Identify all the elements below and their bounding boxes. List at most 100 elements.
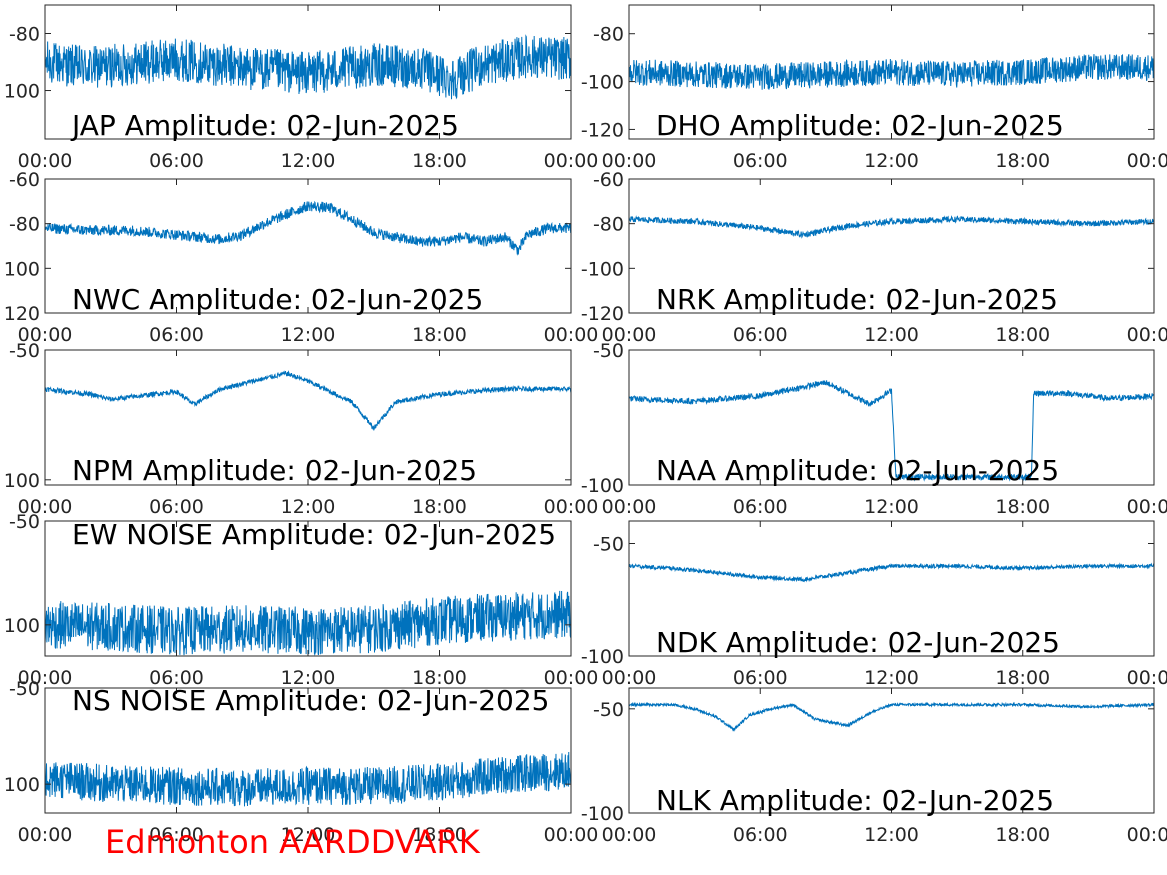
panel-title: NRK Amplitude: 02-Jun-2025 bbox=[656, 283, 1058, 316]
y-tick-label: -60 bbox=[593, 169, 624, 191]
x-tick-label: 00:00 bbox=[602, 150, 657, 172]
series-line bbox=[629, 380, 1154, 482]
x-tick-label: 12:00 bbox=[864, 824, 919, 846]
x-tick-label: 06:00 bbox=[149, 824, 204, 846]
y-tick-label: 120 bbox=[4, 303, 40, 325]
x-tick-label: 06:00 bbox=[733, 496, 788, 518]
x-tick-label: 06:00 bbox=[149, 496, 204, 518]
panel-title: NWC Amplitude: 02-Jun-2025 bbox=[72, 283, 483, 316]
series-line bbox=[45, 590, 571, 656]
series-line bbox=[629, 562, 1154, 583]
series-line bbox=[629, 215, 1154, 239]
y-tick-label: -100 bbox=[581, 803, 624, 825]
y-tick-label: -50 bbox=[9, 340, 40, 362]
y-tick-label: -100 bbox=[581, 646, 624, 668]
panel-title: EW NOISE Amplitude: 02-Jun-2025 bbox=[72, 518, 556, 551]
x-tick-label: 00:00 bbox=[1127, 324, 1167, 346]
y-tick-label: -100 bbox=[581, 72, 624, 94]
x-tick-label: 18:00 bbox=[412, 150, 467, 172]
x-tick-label: 06:00 bbox=[149, 667, 204, 689]
x-tick-label: 00:00 bbox=[1127, 667, 1167, 689]
y-tick-label: 100 bbox=[4, 615, 40, 637]
x-tick-label: 12:00 bbox=[864, 667, 919, 689]
y-tick-label: -50 bbox=[9, 511, 40, 533]
panel-title: NPM Amplitude: 02-Jun-2025 bbox=[72, 454, 477, 487]
x-tick-label: 06:00 bbox=[149, 150, 204, 172]
y-tick-label: 100 bbox=[4, 258, 40, 280]
panel-title: DHO Amplitude: 02-Jun-2025 bbox=[656, 109, 1064, 142]
series-line bbox=[45, 200, 571, 256]
x-tick-label: 18:00 bbox=[995, 324, 1050, 346]
x-tick-label: 18:00 bbox=[412, 324, 467, 346]
x-tick-label: 00:00 bbox=[1127, 496, 1167, 518]
x-tick-label: 00:00 bbox=[602, 667, 657, 689]
x-tick-label: 00:00 bbox=[18, 324, 73, 346]
y-tick-label: -50 bbox=[593, 340, 624, 362]
panel-9: -50 100 00:00 06:00 12:00 18:00 00:00 NS NOISE … bbox=[4, 678, 599, 846]
y-tick-label: -100 bbox=[581, 475, 624, 497]
x-tick-label: 00:00 bbox=[18, 667, 73, 689]
y-tick-label: -120 bbox=[581, 119, 624, 141]
panel-1: -80 100 00:00 06:00 12:00 18:00 00:00 JAP Ampli… bbox=[4, 4, 599, 172]
x-tick-label: 06:00 bbox=[733, 324, 788, 346]
panel-title: NAA Amplitude: 02-Jun-2025 bbox=[656, 454, 1059, 487]
station-label: Edmonton AARDDVARK bbox=[105, 823, 481, 861]
y-tick-label: -80 bbox=[593, 24, 624, 46]
x-tick-label: 06:00 bbox=[149, 324, 204, 346]
x-tick-label: 00:00 bbox=[602, 324, 657, 346]
x-tick-label: 00:00 bbox=[602, 496, 657, 518]
x-tick-label: 00:00 bbox=[544, 824, 599, 846]
series-line bbox=[629, 54, 1154, 90]
x-tick-label: 12:00 bbox=[281, 496, 336, 518]
panel-2: -80 -100 -120 00:00 06:00 12:00 18:00 00:00 DHO … bbox=[581, 4, 1167, 172]
panel-title: NS NOISE Amplitude: 02-Jun-2025 bbox=[72, 684, 549, 717]
x-tick-label: 00:00 bbox=[18, 824, 73, 846]
y-tick-label: -80 bbox=[9, 24, 40, 46]
x-tick-label: 12:00 bbox=[864, 150, 919, 172]
series-line bbox=[45, 752, 571, 807]
x-tick-label: 00:00 bbox=[1127, 150, 1167, 172]
x-tick-label: 12:00 bbox=[281, 667, 336, 689]
x-tick-label: 12:00 bbox=[864, 496, 919, 518]
panel-7: -50 100 00:00 06:00 12:00 18:00 00:00 EW NOISE … bbox=[4, 511, 599, 689]
x-tick-label: 18:00 bbox=[412, 496, 467, 518]
x-tick-label: 12:00 bbox=[281, 324, 336, 346]
y-tick-label: -60 bbox=[9, 169, 40, 191]
x-tick-label: 00:00 bbox=[544, 150, 599, 172]
x-tick-label: 12:00 bbox=[864, 324, 919, 346]
x-tick-label: 06:00 bbox=[733, 667, 788, 689]
x-tick-label: 12:00 bbox=[281, 150, 336, 172]
series-line bbox=[629, 701, 1154, 732]
x-tick-label: 18:00 bbox=[995, 824, 1050, 846]
x-tick-label: 00:00 bbox=[18, 496, 73, 518]
x-tick-label: 00:00 bbox=[544, 496, 599, 518]
x-tick-label: 18:00 bbox=[412, 824, 467, 846]
series-line bbox=[45, 34, 571, 100]
y-tick-label: 100 bbox=[4, 81, 40, 103]
x-tick-label: 00:00 bbox=[544, 667, 599, 689]
x-tick-label: 18:00 bbox=[412, 667, 467, 689]
x-tick-label: 00:00 bbox=[18, 150, 73, 172]
x-tick-label: 00:00 bbox=[602, 824, 657, 846]
y-tick-label: -50 bbox=[593, 699, 624, 721]
x-tick-label: 18:00 bbox=[995, 496, 1050, 518]
x-tick-label: 12:00 bbox=[281, 824, 336, 846]
y-tick-label: -120 bbox=[581, 303, 624, 325]
x-tick-label: 06:00 bbox=[733, 150, 788, 172]
x-tick-label: 00:00 bbox=[544, 324, 599, 346]
y-tick-label: 100 bbox=[4, 470, 40, 492]
x-tick-label: 06:00 bbox=[733, 824, 788, 846]
y-tick-label: -80 bbox=[593, 214, 624, 236]
panel-title: NLK Amplitude: 02-Jun-2025 bbox=[656, 784, 1054, 817]
x-tick-label: 18:00 bbox=[995, 667, 1050, 689]
y-tick-label: -50 bbox=[9, 678, 40, 700]
x-tick-label: 18:00 bbox=[995, 150, 1050, 172]
y-tick-label: 100 bbox=[4, 774, 40, 796]
panel-title: NDK Amplitude: 02-Jun-2025 bbox=[656, 626, 1060, 659]
panel-title: JAP Amplitude: 02-Jun-2025 bbox=[70, 109, 459, 142]
